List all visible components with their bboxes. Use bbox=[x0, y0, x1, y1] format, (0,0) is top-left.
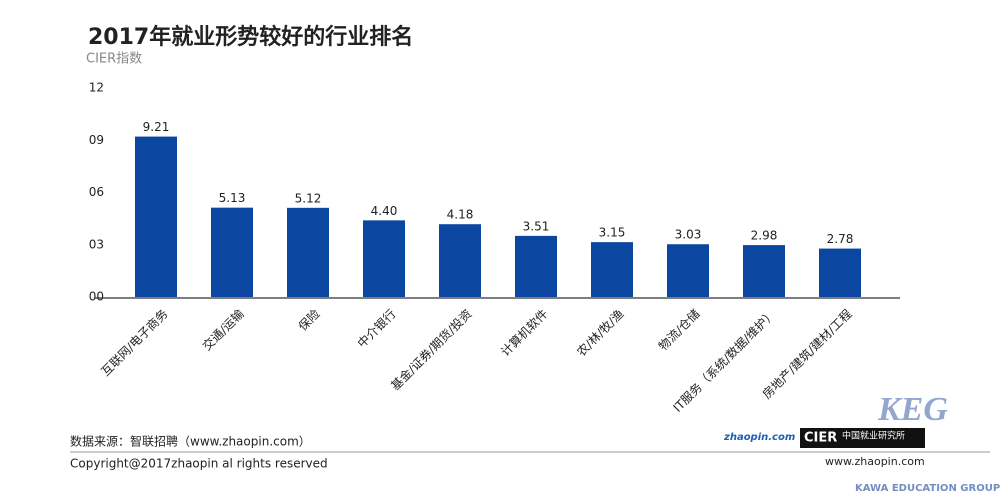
value-label: 5.13 bbox=[219, 191, 246, 205]
x-tick-label: 计算机软件 bbox=[498, 306, 551, 359]
logo-institute: 中国就业研究所 bbox=[842, 430, 905, 442]
value-label: 9.21 bbox=[143, 120, 170, 134]
logo-cier-bg bbox=[800, 428, 925, 448]
y-tick-label: 12 bbox=[89, 81, 104, 95]
x-tick-label: 交通/运输 bbox=[199, 306, 246, 353]
bar bbox=[439, 224, 481, 297]
website: www.zhaopin.com bbox=[825, 455, 925, 468]
x-tick-label: 中介银行 bbox=[354, 306, 399, 351]
logo-zhaopin: zhaopin.com bbox=[723, 432, 795, 443]
value-label: 2.78 bbox=[827, 232, 854, 246]
y-tick-label: 09 bbox=[89, 133, 104, 147]
bar bbox=[211, 207, 253, 297]
value-label: 3.15 bbox=[599, 226, 626, 240]
y-tick-label: 03 bbox=[89, 237, 104, 251]
chart-title: 2017年就业形势较好的行业排名 bbox=[88, 24, 413, 50]
y-tick-label: 06 bbox=[89, 185, 104, 199]
chart-subtitle: CIER指数 bbox=[86, 52, 142, 67]
value-label: 3.03 bbox=[675, 228, 702, 242]
bar bbox=[515, 235, 557, 297]
value-label: 2.98 bbox=[751, 229, 778, 243]
bar bbox=[819, 248, 861, 297]
value-label: 5.12 bbox=[295, 191, 322, 205]
bar bbox=[591, 242, 633, 297]
bar bbox=[287, 207, 329, 297]
x-tick-label: 基金/证券/期货/投资 bbox=[388, 306, 475, 393]
bar bbox=[667, 244, 709, 297]
value-label: 4.40 bbox=[371, 204, 398, 218]
bar bbox=[135, 136, 177, 297]
y-tick-label: 00 bbox=[89, 290, 104, 304]
x-tick-label: 农/林/牧/渔 bbox=[574, 307, 626, 359]
x-tick-label: 保险 bbox=[295, 306, 323, 334]
bar bbox=[743, 245, 785, 297]
logo-cier: CIER bbox=[804, 431, 837, 446]
x-tick-label: 物流/仓储 bbox=[655, 306, 702, 353]
value-label: 3.51 bbox=[523, 219, 550, 233]
watermark: KEG bbox=[877, 391, 948, 428]
x-tick-label: 互联网/电子商务 bbox=[98, 306, 171, 379]
watermark-group: KAWA EDUCATION GROUP bbox=[855, 483, 1000, 494]
value-label: 4.18 bbox=[447, 208, 474, 222]
source: 数据来源：智联招聘（www.zhaopin.com） bbox=[70, 434, 311, 449]
copyright: Copyright@2017zhaopin al rights reserved bbox=[70, 457, 328, 471]
bar bbox=[363, 220, 405, 297]
